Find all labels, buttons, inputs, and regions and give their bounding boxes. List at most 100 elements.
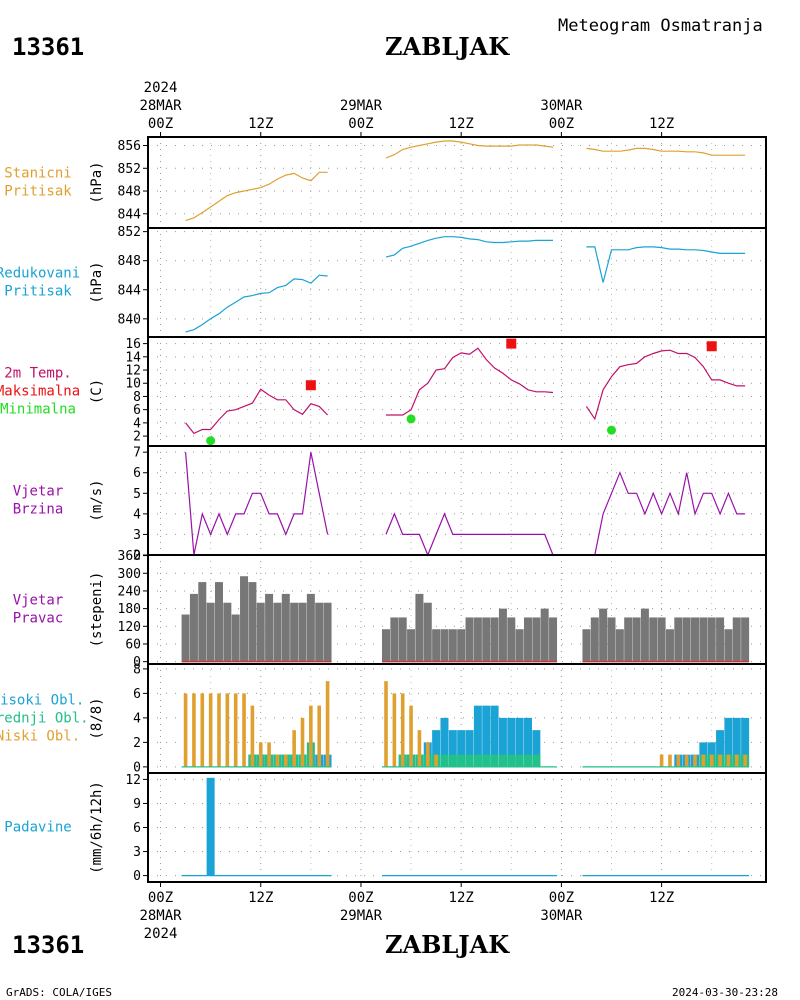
y-axis-unit: (8/8) [89,697,105,739]
mid-cloud-bar [457,754,466,767]
mid-cloud-bar [523,754,532,767]
y-tick-label: 180 [118,602,141,617]
direction-bar [724,629,733,662]
tmin-marker [406,414,416,424]
panel-frame [147,336,767,447]
high-cloud-bar [532,730,541,767]
temp-line [386,347,554,416]
direction-bar [273,602,282,662]
direction-bar [665,629,674,662]
direction-bar [490,617,499,662]
x-tick-date: 29MAR [340,908,383,924]
direction-bar [632,617,641,662]
y-tick-label: 6 [133,403,141,418]
y-tick-label: 848 [118,254,141,269]
direction-bar [716,617,725,662]
high-cloud-bar [507,717,516,767]
high-cloud-bar [523,717,532,767]
y-tick-label: 8 [133,390,141,405]
direction-bar [281,593,290,662]
direction-bar [240,576,249,662]
panel-clouds: 0 2 4 6 8 (8/8) Visoki Obl. Srednji Obl. Niski O… [0,662,767,775]
direction-bar [473,617,482,662]
tmax-marker [305,380,316,391]
low-cloud-bar [734,754,739,767]
low-cloud-bar [225,693,230,767]
low-cloud-bar [258,742,263,767]
direction-bar [223,602,232,662]
high-cloud-bar [457,730,466,767]
y-tick-label: 2 [133,736,141,751]
direction-bar [582,629,591,662]
low-cloud-bar [250,705,255,767]
mid-cloud-bar [532,754,541,767]
wind_speed-line [586,471,746,556]
direction-bar [189,593,198,662]
time-axis-top: 00Z 28MAR 2024 12Z 00Z 29MAR 12Z 00Z 30MAR 12Z [139,80,674,137]
low-cloud-bar [267,742,271,767]
x-tick-label: 12Z [248,116,273,132]
mid-cloud-bar [473,754,482,767]
panel-label: Brzina [13,502,64,518]
low-cloud-bar [309,705,313,767]
mid-cloud-bar [490,754,499,767]
direction-bar [198,582,207,662]
direction-bar [624,617,633,662]
panel-label: Padavine [4,820,71,836]
direction-bar [181,614,190,662]
x-tick-date: 30MAR [540,98,583,114]
high-cloud-bar [473,705,482,767]
panel-label: Minimalna [0,402,76,418]
y-tick-label: 14 [125,350,141,365]
y-tick-label: 844 [118,207,142,222]
y-tick-label: 840 [118,312,141,327]
y-tick-label: 60 [125,637,141,652]
high-cloud-bar [448,730,457,767]
x-tick-label: 00Z [549,116,574,132]
low-cloud-bar [400,693,405,767]
low-cloud-bar [325,681,330,767]
panel-label: Vjetar [13,484,64,500]
panel-label: Pravac [13,611,64,627]
panel-label: Pritisak [4,184,72,200]
direction-bar [457,629,466,662]
low-cloud-bar [384,681,388,767]
y-tick-label: 12 [125,364,141,379]
y-tick-label: 120 [118,620,141,635]
high-cloud-bar [490,705,499,767]
x-tick-date: 28MAR [139,98,182,114]
mid-cloud-bar [515,754,524,767]
panel-wind_direction: 0 60 120 180 240 300 360 (stepeni) Vjetar Pravac [13,549,767,670]
direction-bar [432,629,441,662]
direction-bar [515,629,524,662]
wind_speed-line [385,512,554,557]
direction-bar [523,617,532,662]
y-tick-label: 9 [133,797,141,812]
direction-bar [265,593,274,662]
low-cloud-bar [183,693,188,767]
low-cloud-bar [718,754,722,767]
low-cloud-bar [743,754,747,767]
y-tick-label: 16 [125,337,141,352]
x-tick-label: 12Z [248,890,273,906]
high-cloud-bar [741,717,750,767]
mid-cloud-bar [498,754,507,767]
low-cloud-bar [684,754,689,767]
panel-pressure: 844 848 852 856 (hPa) Stanicni Pritisak [4,136,767,229]
direction-bar [306,593,315,662]
x-tick-label: 12Z [449,890,474,906]
direction-bar [549,617,558,662]
product-title: Meteogram Osmatranja [558,16,763,36]
high-cloud-bar [724,717,733,767]
timestamp-text: 2024-03-30-23:28 [672,986,778,999]
low-cloud-bar [726,754,731,767]
x-tick-date: 28MAR [139,908,182,924]
y-tick-label: 4 [133,711,141,726]
low-cloud-bar [676,754,681,767]
y-tick-label: 6 [133,821,141,836]
panel-frame [147,663,767,774]
direction-bar [682,617,691,662]
temp-line [185,388,329,435]
direction-bar [440,629,449,662]
